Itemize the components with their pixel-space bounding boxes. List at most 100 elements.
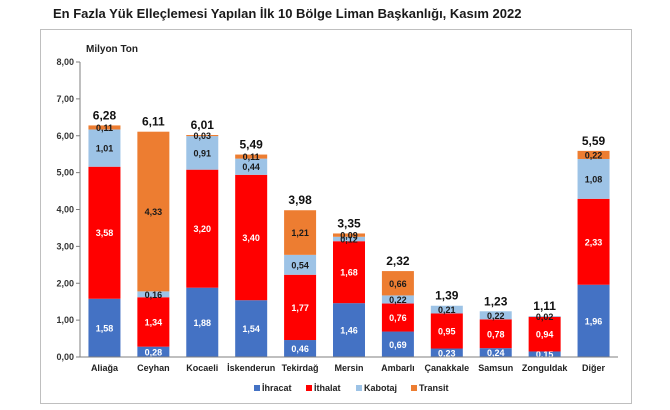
total-label: 1,11 <box>533 299 556 313</box>
chart-frame <box>40 29 632 404</box>
x-tick-label: Aliağa <box>91 363 119 373</box>
bar-segment-Kabotaj <box>186 136 219 170</box>
bar-segment-Transit <box>186 135 219 137</box>
y-axis-label: Milyon Ton <box>86 44 138 55</box>
bar-stack-8: 0,24 0,78 0,22 1,23 <box>479 294 512 358</box>
bar-stack-0: 1,58 3,58 1,01 0,116,28 <box>88 108 121 357</box>
bar-stack-10: 1,96 2,33 1,08 0,22 5,59 <box>577 134 610 357</box>
x-tick-label: Ambarlı <box>381 363 415 373</box>
x-tick-label: Çanakkale <box>425 363 470 373</box>
legend-swatch-İhracat <box>254 385 260 391</box>
bar-segment-İthalat <box>88 166 121 299</box>
bar-stack-6: 0,69 0,76 0,22 0,66 2,32 <box>381 254 414 357</box>
bar-segment-İthalat <box>137 297 170 347</box>
bar-segment-Kabotaj <box>528 316 561 317</box>
data-label: 0,09 <box>340 231 358 241</box>
legend-swatch-Kabotaj <box>356 385 362 391</box>
bar-segment-İthalat <box>430 313 463 349</box>
y-tick-label: 0,00 <box>56 352 74 362</box>
data-label: 4,33 <box>145 207 163 217</box>
bar-segment-Kabotaj <box>235 158 268 175</box>
bar-segment-Transit <box>88 125 121 130</box>
bar-stack-3: 1,54 3,40 0,440,115,49 <box>235 138 268 357</box>
data-label: 0,69 <box>389 340 407 350</box>
legend-label: İhracat <box>262 383 292 393</box>
data-label: 2,33 <box>585 237 603 247</box>
bar-segment-Kabotaj <box>284 254 317 275</box>
data-label: 0,66 <box>389 279 407 289</box>
bar-stack-4: 0,46 1,77 0,54 1,21 3,98 <box>284 193 317 357</box>
data-label: 0,44 <box>242 162 260 172</box>
data-label: 1,96 <box>585 316 603 326</box>
data-label: 0,02 <box>536 312 554 322</box>
y-tick-label: 3,00 <box>56 241 74 251</box>
bar-stack-9: 0,15 0,94 0,021,11 <box>528 299 561 360</box>
data-label: 0,95 <box>438 327 456 337</box>
data-label: 0,94 <box>536 330 554 340</box>
x-tick-label: Diğer <box>582 363 606 373</box>
x-tick-label: Mersin <box>334 363 363 373</box>
bar-segment-İhracat <box>577 284 610 357</box>
bar-segment-İhracat <box>186 287 219 357</box>
bar-segment-Kabotaj <box>88 129 121 167</box>
bars: 1,583,581,010,116,28 0,28 1,34 0,16 4,33 6,11… <box>88 108 610 360</box>
data-label: 1,34 <box>145 317 163 327</box>
data-label: 0,23 <box>438 348 456 358</box>
data-label: 0,22 <box>585 150 603 160</box>
total-label: 1,39 <box>435 289 459 303</box>
bar-segment-İhracat <box>528 351 561 357</box>
bar-segment-İthalat <box>577 198 610 285</box>
bar-segment-İthalat <box>333 241 365 304</box>
bar-stack-7: 0,23 0,95 0,21 1,39 <box>430 289 463 358</box>
total-label: 3,35 <box>337 216 361 230</box>
data-label: 1,01 <box>96 144 114 154</box>
bar-segment-İthalat <box>284 274 317 341</box>
x-tick-label: Samsun <box>478 363 513 373</box>
x-tick-label: Tekirdağ <box>282 363 319 373</box>
y-tick-label: 8,00 <box>56 57 74 67</box>
data-label: 1,54 <box>242 324 260 334</box>
legend-swatch-Transit <box>411 385 417 391</box>
bar-segment-Kabotaj <box>137 291 170 298</box>
total-label: 6,01 <box>191 118 215 132</box>
bar-segment-Transit <box>284 210 317 255</box>
bar-segment-İhracat <box>137 346 170 357</box>
legend-label: İthalat <box>314 383 341 393</box>
bar-segment-İhracat <box>284 340 317 357</box>
chart-title: En Fazla Yük Elleçlemesi Yapılan İlk 10 … <box>53 6 522 21</box>
bar-stack-1: 0,28 1,34 0,16 4,33 6,11 <box>137 115 170 357</box>
data-label: 0,21 <box>438 305 456 315</box>
x-axis: Aliağa Ceyhan Kocaeli İskenderun Tekirdağ Mer… <box>80 356 618 373</box>
bar-segment-Transit <box>137 131 170 292</box>
legend: İhracat İthalat Kabotaj Transit <box>254 383 449 393</box>
bar-segment-Kabotaj <box>479 311 512 320</box>
data-label: 0,16 <box>145 290 163 300</box>
bar-segment-İthalat <box>235 174 268 301</box>
total-label: 3,98 <box>288 193 312 207</box>
bar-segment-Transit <box>381 271 414 296</box>
data-label: 0,28 <box>145 347 163 357</box>
total-label: 6,11 <box>142 115 165 129</box>
bar-segment-İthalat <box>479 319 512 349</box>
data-label: 1,77 <box>291 303 309 313</box>
y-tick-label: 1,00 <box>56 315 74 325</box>
legend-swatch-İthalat <box>306 385 312 391</box>
data-label: 1,46 <box>340 326 358 336</box>
legend-label: Transit <box>419 383 449 393</box>
legend-label: Kabotaj <box>364 383 397 393</box>
data-label: 0,15 <box>536 350 554 360</box>
data-label: 0,11 <box>243 152 260 162</box>
data-label: 1,21 <box>291 228 309 238</box>
data-label: 0,78 <box>487 329 505 339</box>
data-label: 0,76 <box>389 313 407 323</box>
data-label: 0,22 <box>487 311 505 321</box>
data-label: 0,46 <box>291 344 309 354</box>
data-label: 1,88 <box>194 318 212 328</box>
data-label: 3,20 <box>194 224 212 234</box>
total-label: 1,23 <box>484 294 508 308</box>
total-label: 6,28 <box>93 108 117 122</box>
bar-segment-İhracat <box>381 331 414 357</box>
data-label: 0,54 <box>291 260 309 270</box>
bar-stack-2: 1,88 3,20 0,91 0,036,01 <box>186 118 219 357</box>
